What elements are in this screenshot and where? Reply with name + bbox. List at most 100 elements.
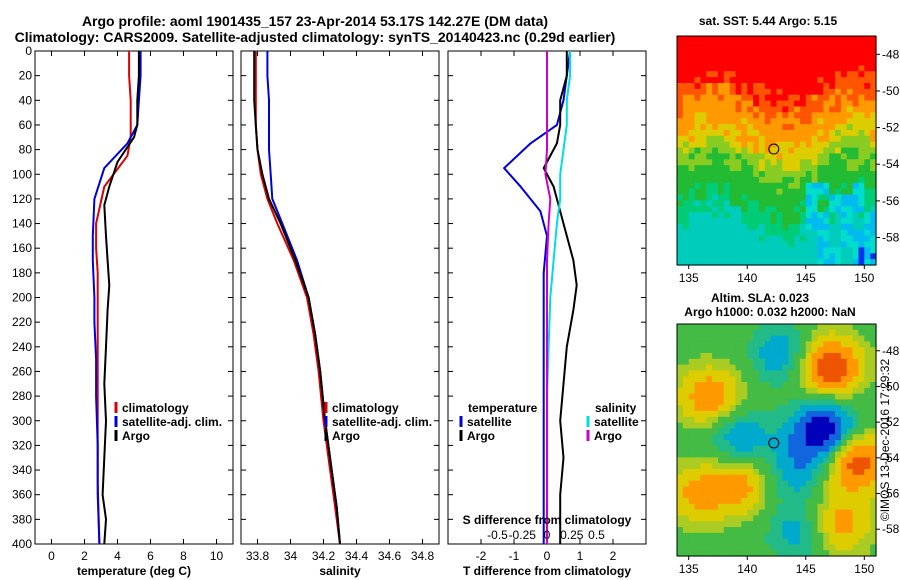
map-cell [706,171,713,178]
map-cell [823,532,830,540]
map-cell [823,329,830,337]
map-cell [770,171,778,178]
map-cell [852,411,860,418]
map-cell [835,153,842,160]
map-cell [758,532,766,540]
map-cell [852,112,860,119]
map-cell [864,411,871,418]
map-cell [864,329,871,337]
map-cell [817,212,824,219]
map-cell [735,474,742,482]
map-cell [794,521,801,528]
map-cell [688,422,696,429]
map-cell [712,416,719,424]
map-cell [688,118,696,125]
map-cell [846,503,854,511]
map-cell [706,451,713,458]
map-cell [811,259,819,266]
map-cell [723,88,731,96]
map-cell [852,486,860,493]
x-tick-top-label: 0.25 [560,528,584,542]
map-cell [694,218,702,225]
map-cell [835,498,842,505]
map-cell [846,492,854,499]
map-cell [694,118,702,125]
map-cell [835,370,842,377]
map-cell [794,399,801,406]
map-cell [794,387,801,395]
map-cell [776,358,783,366]
map-cell [858,445,865,453]
map-cell [706,135,713,143]
map-cell [735,376,742,383]
map-cell [741,235,748,243]
map-cell [712,171,719,178]
map-cell [753,77,760,84]
map-cell [776,469,783,476]
map-cell [805,341,813,348]
x-axis-label: T difference from climatology [463,564,631,578]
map-cell [682,324,690,331]
map-cell [758,469,766,476]
map-cell [794,223,801,231]
map-cell [858,347,865,354]
map-cell [805,393,813,400]
map-cell [864,341,871,348]
map-cell [858,382,865,389]
map-cell [805,82,813,90]
map-cell [870,393,877,400]
map-cell [852,376,860,383]
map-cell [799,118,807,125]
map-cell [852,474,860,482]
map-cell [788,112,795,119]
map-cell [677,41,684,49]
map-cell [706,218,713,225]
map-cell [700,324,707,331]
map-cell [723,82,731,90]
map-cell [823,527,830,534]
map-cell [835,165,842,172]
map-cell [717,253,725,260]
map-cell [852,129,860,137]
map-cell [770,100,778,108]
map-cell [758,147,766,155]
map-cell [735,445,742,453]
map-cell [840,36,848,43]
map-cell [677,124,684,131]
map-cell [788,118,795,125]
map-cell [753,538,760,545]
map-cell [753,188,760,196]
map-cell [811,538,819,545]
map-cell [735,47,742,55]
map-cell [770,229,778,237]
map-cell [723,550,731,557]
map-cell [846,135,854,143]
map-cell [770,218,778,225]
map-cell [776,200,783,207]
map-cell [835,212,842,219]
map-cell [805,515,813,522]
map-cell [811,440,819,447]
map-cell [764,88,772,96]
map-cell [682,474,690,482]
map-cell [747,124,754,131]
map-cell [753,212,760,219]
map-cell [700,353,707,360]
map-cell [782,498,789,505]
map-cell [694,129,702,137]
map-cell [677,53,684,61]
map-cell [741,544,748,551]
x-tick-label: 2 [81,549,88,563]
map-cell [776,451,783,458]
map-cell [870,253,877,260]
map-cell [735,498,742,505]
map-cell [776,492,783,499]
map-cell [694,247,702,254]
map-cell [776,521,783,528]
map-cell [694,358,702,366]
map-cell [870,451,877,458]
map-cell [794,422,801,429]
map-cell [688,159,696,166]
map-cell [688,387,696,395]
map-cell [799,112,807,119]
